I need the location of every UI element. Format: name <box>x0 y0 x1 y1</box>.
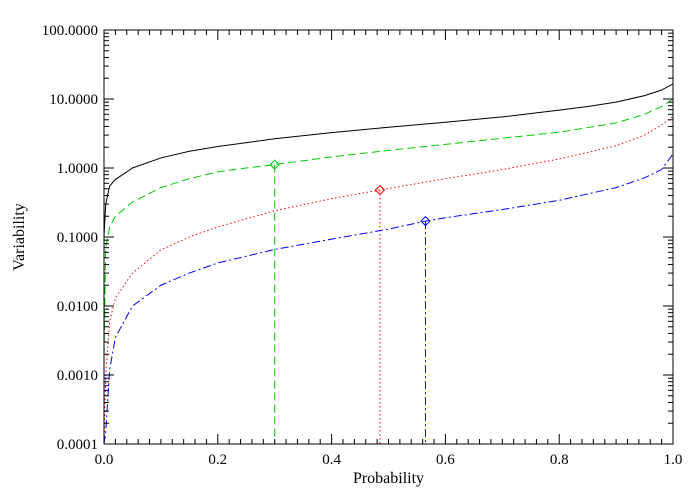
y-tick-label: 0.1000 <box>57 230 98 246</box>
y-tick-label: 1.0000 <box>57 161 98 177</box>
y-tick-label: 100.0000 <box>42 23 98 39</box>
series-line-0 <box>103 83 674 238</box>
series-line-3 <box>103 153 674 445</box>
y-tick-label: 10.0000 <box>49 92 98 108</box>
x-tick-label: 0.8 <box>550 452 569 468</box>
diamond-marker-3 <box>420 215 431 227</box>
series-group <box>103 83 674 445</box>
x-axis-title: Probability <box>353 470 424 487</box>
x-tick-label: 1.0 <box>664 452 683 468</box>
diamond-marker-1 <box>269 159 280 170</box>
x-tick-label: 0.2 <box>208 452 227 468</box>
series-line-1 <box>103 98 674 355</box>
series-line-2 <box>103 115 674 445</box>
y-tick-label: 0.0100 <box>57 299 98 315</box>
x-tick-label: 0.4 <box>322 452 341 468</box>
ticks-group <box>103 29 674 445</box>
diamond-marker-2 <box>374 184 386 196</box>
tick-labels-group: 0.0 0.2 0.4 0.6 0.8 1.0 0.0001 0.0010 0.0100 0.10… <box>42 23 683 468</box>
x-tick-label: 0.0 <box>95 452 114 468</box>
y-tick-label: 0.0010 <box>57 368 98 384</box>
x-tick-label: 0.6 <box>436 452 455 468</box>
y-axis-title: Variability <box>11 203 28 271</box>
y-tick-label: 0.0001 <box>57 437 98 453</box>
